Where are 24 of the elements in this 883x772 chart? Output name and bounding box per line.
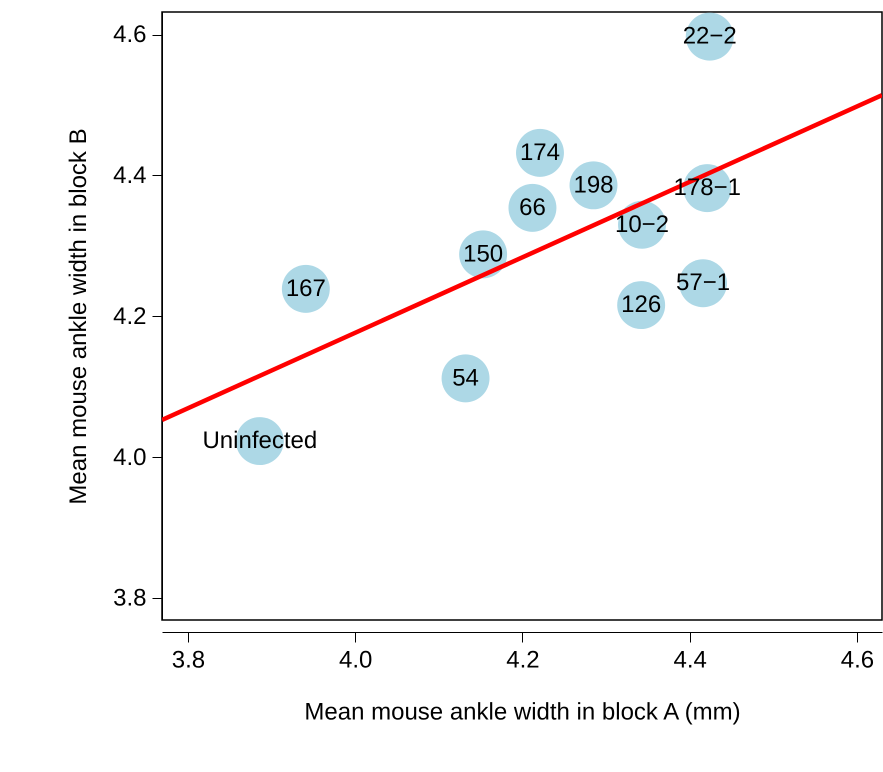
x-tick-label: 3.8 xyxy=(172,646,206,674)
annotation: 54 xyxy=(452,364,479,392)
x-tick-label: 4.6 xyxy=(840,646,874,674)
y-tick-label: 4.6 xyxy=(113,21,146,48)
x-tick-label: 4.0 xyxy=(338,646,372,674)
annotation: 150 xyxy=(463,240,504,268)
y-axis-title: Mean mouse ankle width in block B xyxy=(65,128,92,505)
annotation: 174 xyxy=(520,138,560,166)
annotation: 66 xyxy=(519,194,546,221)
x-tick-label: 4.4 xyxy=(673,646,707,674)
annotation: Uninfected xyxy=(202,427,318,454)
annotation: 198 xyxy=(573,171,614,198)
annotation: 10−2 xyxy=(614,210,670,238)
annotation: 178−1 xyxy=(674,174,741,202)
annotation: 22−2 xyxy=(682,22,737,50)
y-tick-label: 3.8 xyxy=(113,584,146,612)
y-tick-label: 4.4 xyxy=(113,162,146,189)
x-tick-label: 4.2 xyxy=(506,646,540,674)
y-tick-label: 4.2 xyxy=(113,302,146,330)
x-axis-title: Mean mouse ankle width in block A (mm) xyxy=(304,698,741,726)
annotation: 126 xyxy=(621,291,662,318)
annotation: 57−1 xyxy=(676,269,730,296)
y-tick-label: 4.0 xyxy=(113,444,146,471)
annotation: 167 xyxy=(286,274,326,302)
